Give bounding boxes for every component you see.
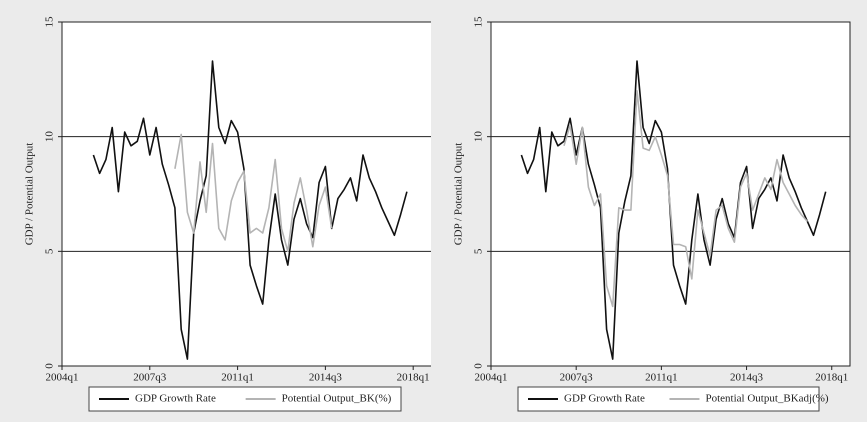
- y-axis-label: GDP / Potential Output: [453, 143, 465, 246]
- plot-background: [61, 21, 433, 367]
- y-tick-label: 10: [473, 131, 485, 143]
- legend-label: Potential Output_BK(%): [282, 393, 392, 405]
- series-line: [174, 133, 333, 253]
- legend-label: Potential Output_BKadj(%): [705, 393, 828, 405]
- y-tick-label: 5: [44, 248, 56, 254]
- x-tick-label: 2011q1: [645, 372, 678, 384]
- x-tick-label: 2014q3: [309, 372, 343, 384]
- series-line: [520, 60, 827, 360]
- y-axis-label: GDP / Potential Output: [24, 143, 36, 246]
- x-tick-label: 2018q1: [397, 372, 430, 384]
- series-line: [563, 90, 808, 308]
- legend-box: [88, 386, 402, 412]
- x-tick-label: 2011q1: [221, 372, 254, 384]
- y-tick-label: 0: [44, 363, 56, 369]
- legend-label: GDP Growth Rate: [564, 393, 645, 405]
- x-tick-label: 2007q3: [560, 372, 594, 384]
- y-tick-label: 15: [473, 16, 485, 28]
- x-tick-label: 2018q1: [815, 372, 848, 384]
- series-line: [92, 60, 408, 360]
- plot-background: [490, 21, 851, 367]
- x-tick-label: 2014q3: [730, 372, 764, 384]
- legend-label: GDP Growth Rate: [135, 393, 216, 405]
- y-tick-label: 10: [44, 131, 56, 143]
- x-tick-label: 2007q3: [133, 372, 167, 384]
- x-tick-label: 2004q1: [46, 372, 79, 384]
- y-tick-label: 0: [473, 363, 485, 369]
- legend-box: [517, 386, 820, 412]
- y-tick-label: 15: [44, 16, 56, 28]
- x-tick-label: 2004q1: [475, 372, 508, 384]
- y-tick-label: 5: [473, 248, 485, 254]
